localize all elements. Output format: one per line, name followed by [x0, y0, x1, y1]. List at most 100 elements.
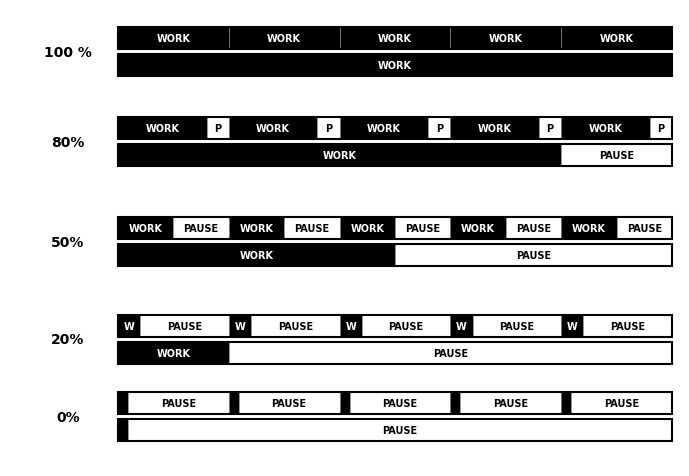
Text: WORK: WORK	[378, 34, 412, 44]
Text: PAUSE: PAUSE	[604, 398, 639, 408]
Text: P: P	[435, 124, 443, 134]
Bar	[118, 419, 672, 441]
Bar	[650, 118, 672, 140]
Text: WORK: WORK	[477, 124, 512, 134]
Text: WORK: WORK	[599, 34, 634, 44]
Text: WORK: WORK	[588, 124, 623, 134]
Text: PAUSE: PAUSE	[599, 151, 634, 161]
Bar	[118, 145, 672, 167]
Text: P: P	[657, 124, 664, 134]
Bar	[128, 419, 672, 441]
Bar	[562, 28, 672, 50]
Text: P: P	[546, 124, 554, 134]
Bar	[118, 342, 672, 364]
Text: 0%: 0%	[56, 410, 80, 424]
Bar	[140, 315, 229, 337]
Bar	[118, 245, 672, 267]
Text: PAUSE: PAUSE	[433, 348, 468, 358]
Bar	[229, 218, 284, 239]
Bar	[118, 245, 395, 267]
Text: PAUSE: PAUSE	[405, 224, 440, 234]
Bar	[473, 315, 562, 337]
Bar	[118, 392, 672, 414]
Bar	[340, 315, 362, 337]
Bar	[318, 118, 340, 140]
Text: W: W	[567, 321, 577, 331]
Text: W: W	[124, 321, 134, 331]
Text: PAUSE: PAUSE	[167, 321, 202, 331]
Text: WORK: WORK	[240, 250, 274, 260]
Text: PAUSE: PAUSE	[493, 398, 528, 408]
Bar	[229, 28, 340, 50]
Text: PAUSE: PAUSE	[161, 398, 196, 408]
Text: WORK: WORK	[267, 34, 301, 44]
Bar	[174, 218, 229, 239]
Text: WORK: WORK	[489, 34, 523, 44]
Text: PAUSE: PAUSE	[610, 321, 645, 331]
Text: WORK: WORK	[367, 124, 401, 134]
Bar	[460, 392, 562, 414]
Bar	[118, 342, 229, 364]
Bar	[562, 218, 617, 239]
Bar	[451, 392, 460, 414]
Bar	[506, 218, 562, 239]
Bar	[229, 392, 239, 414]
Bar	[251, 315, 340, 337]
Text: WORK: WORK	[350, 224, 384, 234]
Bar	[340, 28, 451, 50]
Text: WORK: WORK	[156, 34, 190, 44]
Bar	[118, 218, 174, 239]
Text: PAUSE: PAUSE	[271, 398, 307, 408]
Text: PAUSE: PAUSE	[500, 321, 535, 331]
Text: 20%: 20%	[51, 333, 85, 347]
Bar	[229, 342, 672, 364]
Bar	[451, 28, 562, 50]
Bar	[118, 55, 672, 77]
Bar	[362, 315, 451, 337]
Bar	[118, 315, 672, 337]
Bar	[284, 218, 340, 239]
Text: W: W	[345, 321, 356, 331]
Text: 80%: 80%	[51, 135, 85, 149]
Bar	[340, 218, 395, 239]
Text: PAUSE: PAUSE	[382, 425, 418, 435]
Bar	[539, 118, 562, 140]
Text: WORK: WORK	[156, 348, 190, 358]
Bar	[229, 118, 318, 140]
Bar	[118, 55, 672, 77]
Text: 100 %: 100 %	[44, 45, 92, 60]
Bar	[340, 392, 349, 414]
Bar	[562, 118, 650, 140]
Text: WORK: WORK	[240, 224, 274, 234]
Text: PAUSE: PAUSE	[183, 224, 218, 234]
Text: W: W	[456, 321, 467, 331]
Text: WORK: WORK	[378, 61, 412, 71]
Bar	[229, 315, 251, 337]
Bar	[429, 118, 451, 140]
Text: P: P	[214, 124, 221, 134]
Text: WORK: WORK	[572, 224, 606, 234]
Text: WORK: WORK	[129, 224, 163, 234]
Text: W: W	[234, 321, 245, 331]
Bar	[118, 118, 207, 140]
Bar	[207, 118, 229, 140]
Bar	[118, 118, 672, 140]
Text: 50%: 50%	[51, 235, 85, 249]
Text: PAUSE: PAUSE	[278, 321, 313, 331]
Bar	[128, 392, 229, 414]
Bar	[562, 145, 672, 167]
Text: P: P	[325, 124, 332, 134]
Text: PAUSE: PAUSE	[389, 321, 424, 331]
Bar	[239, 392, 340, 414]
Text: PAUSE: PAUSE	[516, 224, 551, 234]
Bar	[118, 218, 672, 239]
Bar	[349, 392, 451, 414]
Bar	[584, 315, 672, 337]
Bar	[118, 392, 128, 414]
Bar	[118, 28, 229, 50]
Bar	[118, 315, 140, 337]
Text: PAUSE: PAUSE	[382, 398, 418, 408]
Text: WORK: WORK	[322, 151, 357, 161]
Bar	[118, 419, 128, 441]
Bar	[118, 145, 562, 167]
